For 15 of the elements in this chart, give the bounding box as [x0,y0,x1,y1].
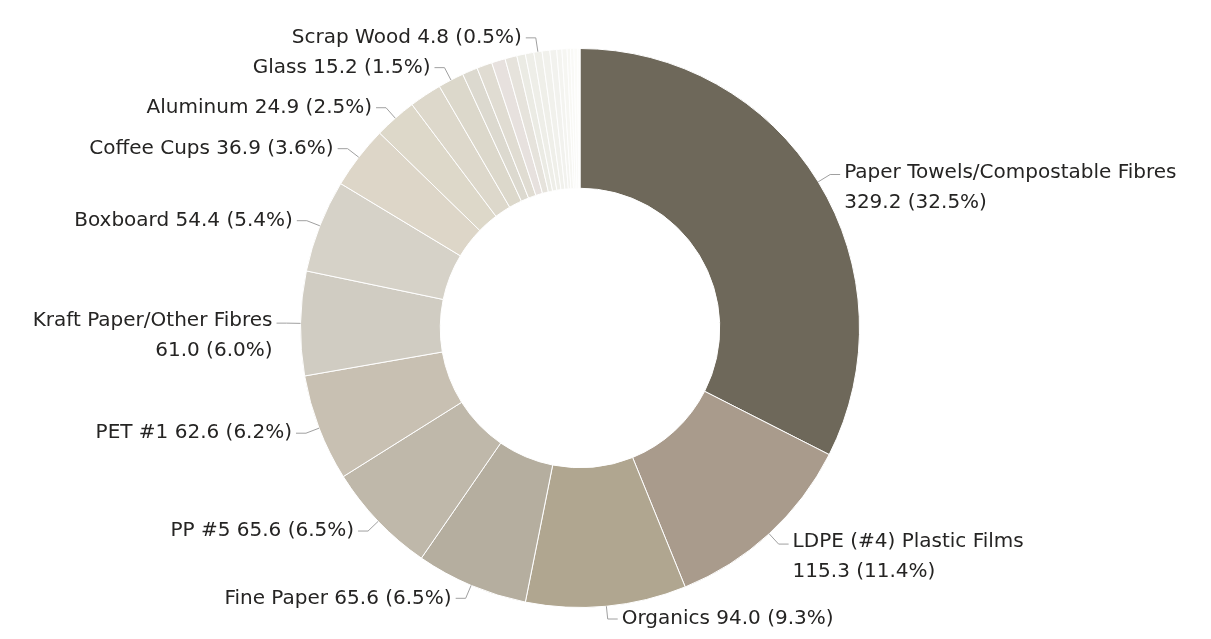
slice-label: PET #1 62.6 (6.2%) [95,419,292,444]
slice-label: Boxboard 54.4 (5.4%) [74,206,293,231]
slice-label: Organics 94.0 (9.3%) [621,605,834,630]
slice-label: Scrap Wood 4.8 (0.5%) [291,24,522,49]
slice-label: Paper Towels/Compostable Fibres [844,158,1177,183]
data-label: 329.2 (32.5%) [844,188,987,213]
slice-label: PP #5 65.6 (6.5%) [170,517,355,542]
slice-label: Aluminum 24.9 (2.5%) [146,93,373,118]
slice-label: Kraft Paper/Other Fibres [32,307,273,332]
slice-label: LDPE (#4) Plastic Films [792,528,1024,553]
slice-label: Coffee Cups 36.9 (3.6%) [89,134,334,159]
data-label: 61.0 (6.0%) [155,337,273,362]
slice-label: Glass 15.2 (1.5%) [252,53,431,78]
slice-label: Fine Paper 65.6 (6.5%) [224,584,452,609]
data-label: 115.3 (11.4%) [792,558,936,583]
